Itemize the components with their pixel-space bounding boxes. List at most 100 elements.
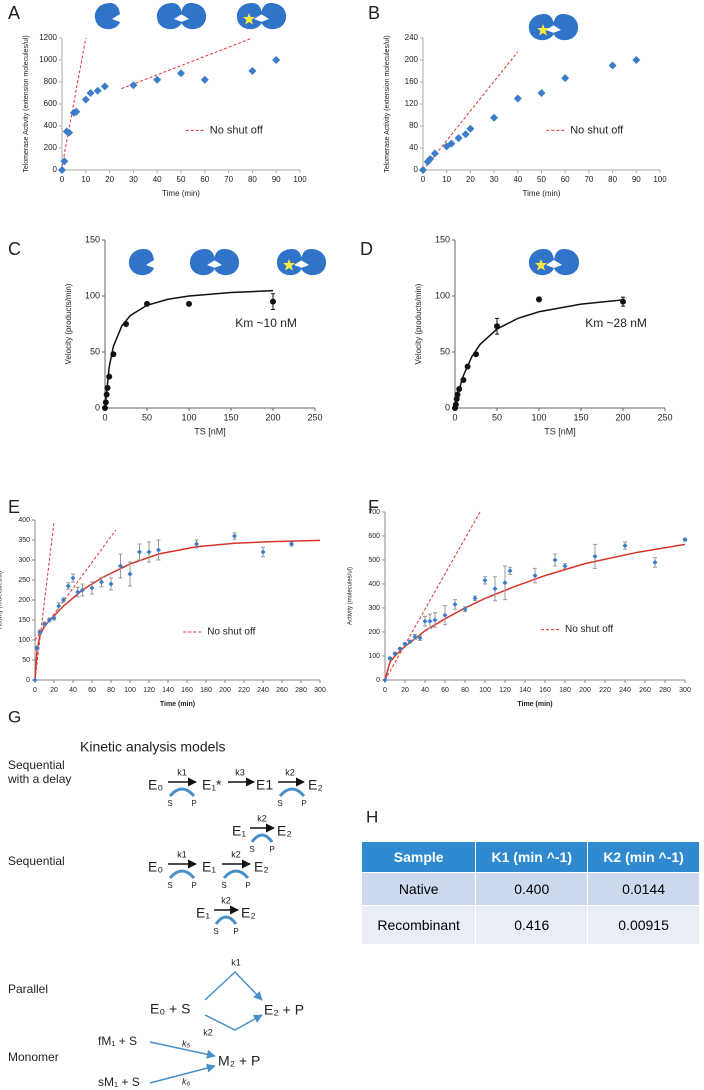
arrow	[204, 970, 263, 1001]
data-point	[127, 571, 133, 577]
data-point	[392, 651, 398, 657]
legend-label: No shut off	[565, 624, 613, 635]
rate: k2	[257, 813, 267, 823]
data-point	[427, 618, 433, 624]
annotation: Km ~28 nM	[585, 316, 647, 330]
species: E₂	[241, 905, 256, 921]
data-point	[454, 134, 463, 143]
panel-label: D	[360, 239, 373, 259]
arrow	[149, 1041, 216, 1059]
y-tick-label: 40	[409, 143, 418, 152]
y-tick-label: 240	[405, 33, 419, 42]
x-tick-label: 180	[559, 687, 571, 694]
monomer-icon	[128, 249, 154, 276]
data-point	[108, 581, 114, 587]
y-tick-label: 0	[26, 677, 30, 684]
data-point	[452, 601, 458, 607]
panel-label: C	[8, 239, 21, 259]
y-tick-label: 300	[18, 557, 30, 564]
y-tick-label: 800	[44, 77, 58, 86]
data-point	[462, 606, 468, 612]
dimer-icon	[189, 249, 215, 276]
y-tick-label: 400	[44, 121, 58, 130]
x-tick-label: 120	[499, 687, 511, 694]
cycle-arc	[250, 833, 274, 843]
x-axis-title: TS [nM]	[544, 426, 576, 436]
x-tick-label: 120	[143, 687, 155, 694]
product: P	[191, 799, 196, 808]
data-point	[37, 629, 43, 635]
annotation: Km ~10 nM	[235, 316, 297, 330]
x-tick-label: 220	[599, 687, 611, 694]
data-point	[129, 81, 138, 90]
y-tick-label: 0	[95, 402, 100, 412]
data-point	[482, 577, 488, 583]
cell: 0.0144	[587, 872, 700, 906]
y-tick-label: 200	[18, 597, 30, 604]
rate: k2	[221, 895, 231, 905]
substrate: S	[249, 845, 254, 854]
y-tick-label: 100	[368, 653, 380, 660]
y-tick-label: 50	[22, 657, 30, 664]
data-point	[447, 139, 456, 148]
product: P	[191, 881, 196, 890]
data-point	[65, 583, 71, 589]
rate: k₆	[182, 1076, 191, 1086]
rate: k1	[177, 767, 187, 777]
substrate: S	[221, 881, 226, 890]
x-tick-label: 10	[81, 175, 90, 184]
data-point	[103, 391, 110, 398]
data-point	[412, 634, 418, 640]
data-point	[81, 95, 90, 104]
arrow	[149, 1063, 216, 1084]
x-tick-label: 30	[129, 175, 138, 184]
x-tick-label: 50	[142, 412, 152, 422]
data-point	[153, 75, 162, 84]
species: E₀ + S	[150, 1001, 190, 1017]
species: M₂ + P	[218, 1053, 260, 1069]
x-tick-label: 220	[238, 687, 250, 694]
cycle-arc	[214, 915, 238, 925]
model-name: Monomer	[8, 1050, 59, 1064]
x-tick-label: 280	[295, 687, 307, 694]
product: P	[245, 881, 250, 890]
y-tick-label: 150	[18, 617, 30, 624]
data-point	[232, 533, 237, 539]
substrate: S	[167, 881, 172, 890]
rate: k₅	[182, 1038, 191, 1048]
dimer-icon	[261, 3, 287, 30]
data-point	[51, 615, 57, 621]
x-tick-label: 280	[659, 687, 671, 694]
model-1-row-1: E₀ k1 S P E₁* k3 E1 k2 S P E₂	[148, 767, 323, 808]
data-point	[194, 541, 199, 547]
data-point	[536, 296, 542, 303]
data-point	[407, 639, 413, 645]
data-point	[102, 399, 109, 406]
x-tick-label: 200	[615, 412, 630, 422]
x-tick-label: 80	[608, 175, 617, 184]
species: fM₁ + S	[98, 1034, 137, 1048]
data-point	[608, 61, 617, 70]
data-point	[426, 155, 435, 163]
y-tick-label: 700	[368, 509, 380, 516]
x-tick-label: 100	[124, 687, 136, 694]
data-point	[137, 549, 142, 555]
cell: 0.400	[475, 872, 589, 906]
data-point	[472, 595, 478, 601]
x-tick-label: 160	[181, 687, 193, 694]
data-point	[453, 396, 460, 403]
species: E₂	[277, 823, 292, 839]
x-tick-label: 20	[466, 175, 475, 184]
data-point	[65, 128, 74, 137]
x-tick-label: 260	[639, 687, 651, 694]
x-tick-label: 0	[60, 175, 65, 184]
x-tick-label: 260	[276, 687, 288, 694]
x-tick-label: 40	[153, 175, 162, 184]
arrow	[204, 1014, 263, 1031]
y-tick-label: 350	[18, 537, 30, 544]
header-cell: K1 (min ^-1)	[475, 842, 589, 873]
product: P	[233, 927, 238, 936]
data-point	[652, 559, 658, 565]
legend-label: No shut off	[207, 627, 255, 638]
